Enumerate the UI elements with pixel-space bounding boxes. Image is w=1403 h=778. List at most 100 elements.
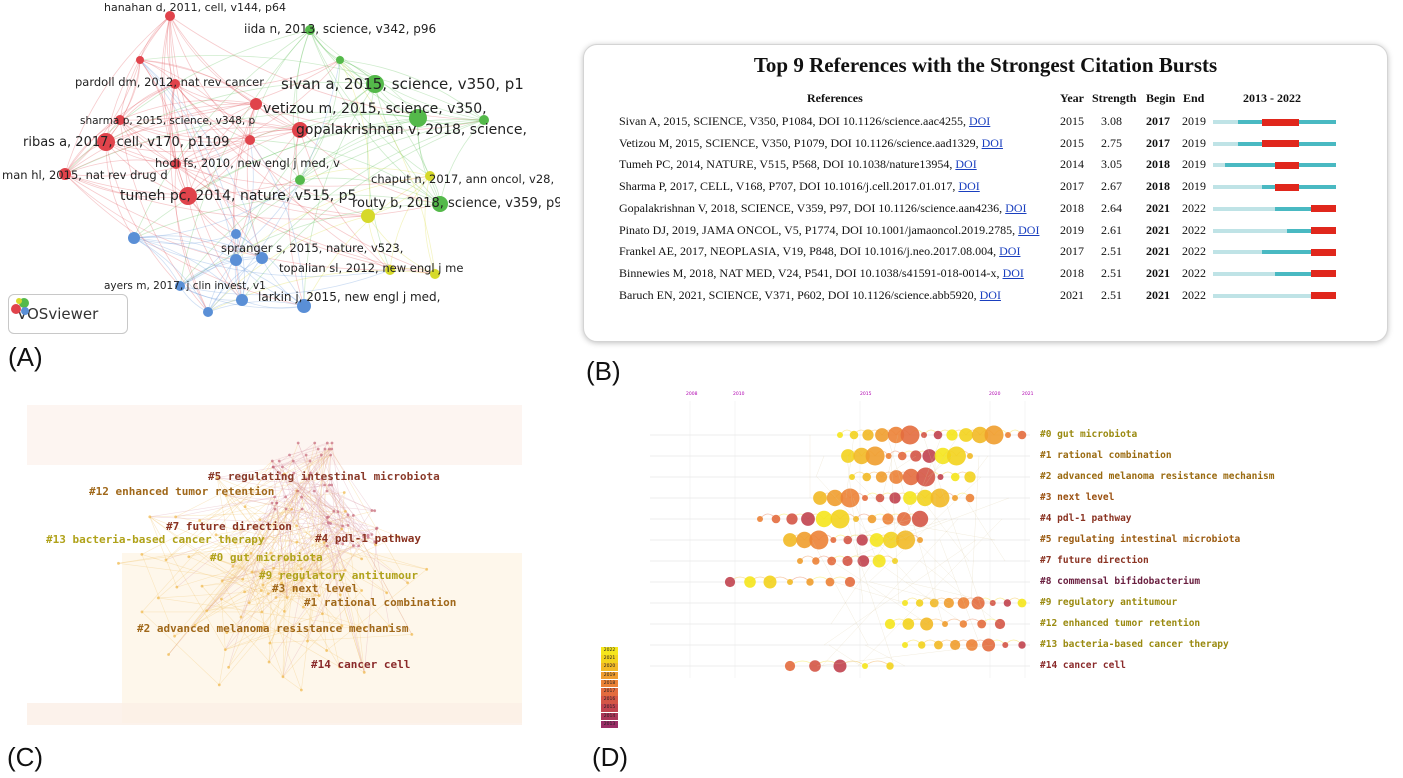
cluster-node — [280, 465, 284, 469]
cluster-node — [291, 459, 295, 463]
cluster-node — [259, 589, 263, 592]
timeline-cluster-label: #2 advanced melanoma resistance mechanis… — [1040, 471, 1275, 482]
timeline-node — [882, 531, 900, 549]
legend-year: 2018 — [601, 679, 618, 688]
timeline-node — [763, 575, 777, 589]
burst-segment — [1311, 205, 1336, 213]
cluster-node — [329, 453, 333, 457]
doi-link[interactable]: DOI — [981, 135, 1003, 150]
burst-begin: 2021 — [1146, 287, 1170, 302]
timeline-node — [966, 639, 978, 651]
cluster-node — [387, 624, 391, 628]
timeline-node — [843, 535, 853, 545]
header-begin: Begin — [1146, 91, 1176, 105]
cluster-node — [325, 516, 329, 519]
cluster-node — [341, 524, 345, 528]
timeline-node — [862, 429, 874, 441]
doi-link[interactable]: DOI — [999, 244, 1021, 259]
doi-link[interactable]: DOI — [955, 157, 977, 172]
timeline-row — [849, 467, 976, 487]
doi-link[interactable]: DOI — [968, 114, 991, 128]
cluster-node — [249, 551, 253, 555]
network-link — [170, 83, 209, 313]
timeline-row — [902, 596, 1027, 610]
burst-strength: 2.64 — [1101, 200, 1122, 215]
cluster-node — [360, 557, 364, 561]
legend-year: 2014 — [601, 712, 618, 721]
cluster-node — [219, 597, 223, 601]
timeline-node — [946, 446, 966, 466]
timeline-node — [892, 558, 898, 564]
cluster-node — [156, 596, 160, 600]
doi-link[interactable]: DOI — [979, 287, 1001, 302]
network-link — [235, 233, 305, 307]
background-shade — [122, 553, 522, 723]
cluster-node — [288, 453, 291, 457]
timeline-node — [797, 558, 803, 564]
timeline-node — [809, 660, 821, 672]
network-link — [169, 15, 485, 121]
network-link — [249, 139, 441, 205]
year-tick-label: 2008 — [686, 392, 698, 397]
network-link — [105, 141, 181, 287]
timeline-row — [783, 530, 923, 550]
network-link — [119, 99, 257, 121]
cluster-node — [320, 453, 323, 457]
network-link — [296, 29, 311, 131]
timeline-node — [827, 556, 837, 566]
cluster-node — [266, 592, 270, 596]
network-node — [136, 56, 144, 64]
timeline-node — [934, 640, 943, 650]
node-label: man hl, 2015, nat rev drug d — [2, 168, 168, 182]
cluster-node — [341, 542, 345, 546]
network-link — [175, 59, 341, 165]
cluster-node — [193, 623, 197, 627]
timeline-node — [889, 470, 904, 484]
network-link — [299, 83, 376, 181]
header-strength: Strength — [1092, 91, 1137, 105]
network-link — [235, 129, 301, 261]
cluster-node — [148, 515, 152, 519]
node-label: ribas a, 2017, cell, v170, p1109 — [23, 135, 229, 150]
doi-link[interactable]: DOI — [1002, 265, 1024, 280]
network-node — [245, 135, 255, 145]
burst-strength: 3.08 — [1101, 114, 1122, 128]
timeline-node — [971, 426, 989, 444]
cluster-node — [375, 527, 378, 531]
network-link — [255, 103, 485, 131]
cluster-node — [284, 557, 288, 561]
cluster-node — [340, 527, 344, 531]
cluster-node — [225, 631, 229, 635]
cluster-node — [293, 587, 297, 591]
network-link — [133, 235, 263, 259]
network-link — [174, 163, 209, 313]
timeline-node — [994, 618, 1006, 630]
network-link — [169, 15, 257, 105]
doi-link[interactable]: DOI — [958, 179, 980, 194]
network-link — [179, 117, 419, 287]
burst-end: 2019 — [1182, 179, 1206, 194]
network-link — [119, 83, 176, 121]
network-link — [374, 83, 441, 205]
cluster-node — [233, 541, 237, 545]
cluster-label: #0 gut microbiota — [210, 551, 323, 564]
doi-link[interactable]: DOI — [1005, 200, 1027, 215]
network-link — [139, 59, 263, 259]
timeline-node — [943, 597, 954, 609]
cluster-node — [282, 609, 286, 613]
legend-year: 2017 — [601, 688, 618, 696]
burst-year: 2017 — [1060, 244, 1084, 259]
timeline-node — [886, 662, 894, 670]
cluster-node — [214, 533, 218, 537]
cluster-node — [269, 551, 273, 555]
timeline-node — [902, 468, 920, 486]
network-link — [105, 59, 141, 143]
burst-end: 2022 — [1182, 265, 1206, 280]
doi-link[interactable]: DOI — [1018, 222, 1040, 237]
timeline-row — [902, 638, 1026, 652]
network-link — [105, 83, 176, 143]
year-tick-label: 2021 — [1022, 392, 1034, 397]
network-link — [139, 59, 177, 165]
cluster-node — [250, 570, 254, 574]
network-node — [231, 229, 241, 239]
